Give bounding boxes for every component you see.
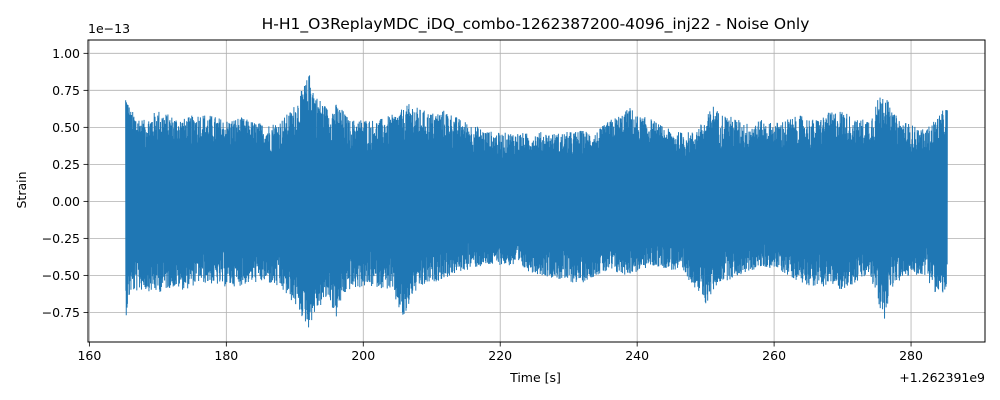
x-tick-label: 260 [762,348,786,363]
y-tick-label: 0.75 [52,83,80,98]
x-offset-text: +1.262391e9 [899,370,985,385]
y-tick-label: 0.25 [52,157,80,172]
x-tick-label: 240 [625,348,649,363]
y-tick-label: −0.75 [42,305,80,320]
x-tick-label: 160 [77,348,101,363]
chart-title: H-H1_O3ReplayMDC_iDQ_combo-1262387200-40… [262,15,810,34]
y-tick-label: 0.00 [52,194,80,209]
plot-frame [87,39,986,343]
y-tick-label: 0.50 [52,120,80,135]
x-tick-label: 280 [899,348,923,363]
y-axis-label: Strain [14,171,29,208]
y-tick-label: 1.00 [52,46,80,61]
x-axis-label: Time [s] [509,370,561,385]
data-layer [125,75,948,328]
y-tick-label: −0.50 [42,268,80,283]
tick-layer: 160 180 200 220 240 260 280 −0.75 −0.50 −0.25 0.00… [42,46,923,363]
x-tick-label: 200 [351,348,375,363]
y-scale-text: 1e−13 [88,21,130,36]
x-tick-label: 180 [214,348,238,363]
x-tick-label: 220 [488,348,512,363]
y-tick-label: −0.25 [42,231,80,246]
strain-series-line [125,75,948,328]
